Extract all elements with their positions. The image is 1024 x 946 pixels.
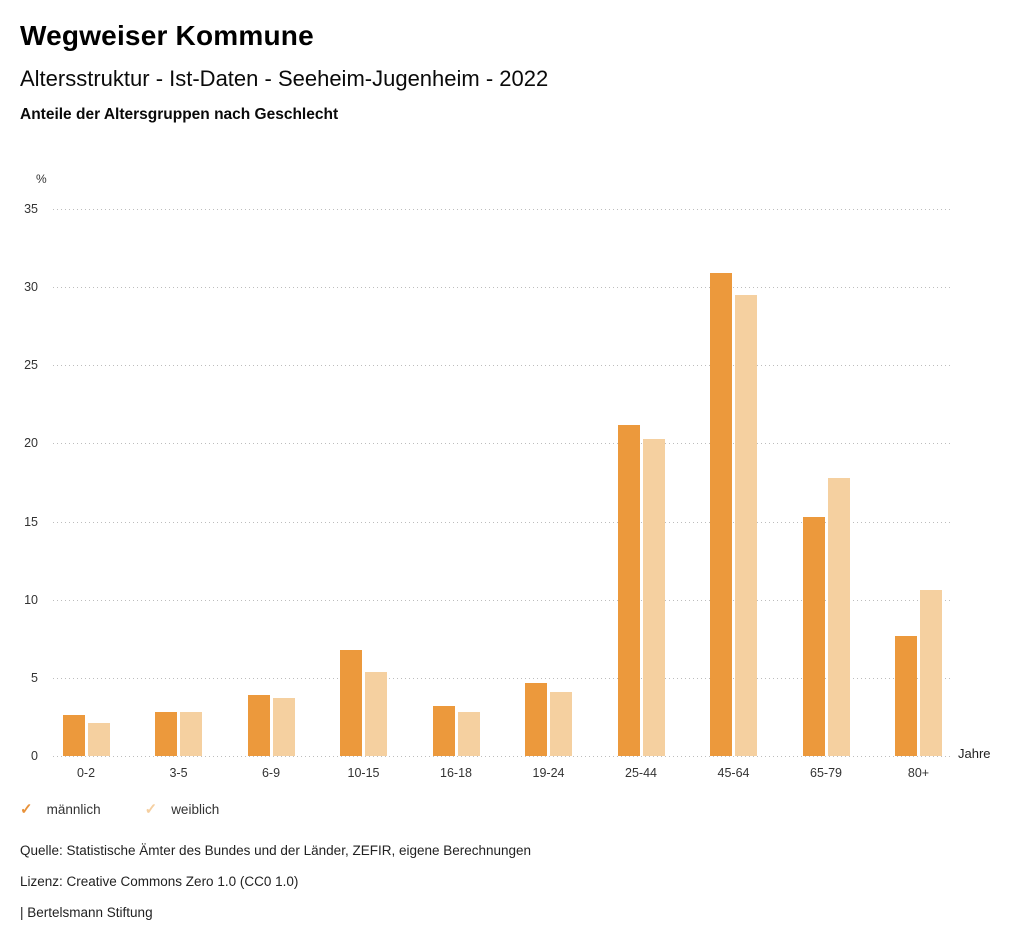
- legend-label-weiblich: weiblich: [171, 802, 220, 817]
- x-category-6-9: 6-9: [261, 766, 281, 780]
- y-axis-unit-label: %: [36, 172, 47, 186]
- y-tick-25: 25: [24, 358, 38, 373]
- page-title: Wegweiser Kommune: [20, 20, 314, 51]
- check-icon: ✓: [20, 801, 33, 818]
- chart-subtitle: Altersstruktur - Ist-Daten - Seeheim-Jug…: [20, 66, 549, 91]
- x-category-25-44: 25-44: [625, 766, 657, 780]
- bar-weiblich-6-9[interactable]: [272, 698, 295, 756]
- bar-weiblich-80+[interactable]: [920, 590, 942, 756]
- x-category-16-18: 16-18: [440, 766, 472, 780]
- gridline-35: [53, 209, 953, 210]
- y-tick-0: 0: [31, 749, 38, 763]
- gridline-10: [53, 599, 953, 601]
- bar-weiblich-19-24[interactable]: [550, 691, 572, 756]
- gridline-15: [53, 521, 953, 523]
- x-category-65-79: 65-79: [810, 766, 842, 780]
- gridline-30: [53, 287, 953, 289]
- bar-männlich-6-9[interactable]: [247, 695, 270, 756]
- bar-männlich-19-24[interactable]: [525, 682, 547, 756]
- bar-männlich-65-79[interactable]: [802, 516, 825, 756]
- legend-label-maennlich: männlich: [46, 802, 101, 817]
- bar-weiblich-65-79[interactable]: [827, 477, 850, 756]
- bar-männlich-45-64[interactable]: [710, 273, 732, 756]
- bar-weiblich-45-64[interactable]: [735, 294, 757, 756]
- bar-weiblich-10-15[interactable]: [365, 671, 387, 756]
- x-category-10-15: 10-15: [347, 766, 380, 780]
- license-text: Lizenz: Creative Commons Zero 1.0 (CC0 1…: [20, 874, 299, 889]
- attribution-text: | Bertelsmann Stiftung: [20, 905, 153, 920]
- gridline-5: [53, 677, 953, 679]
- x-category-0-2: 0-2: [76, 766, 96, 780]
- check-icon: ✓: [144, 801, 158, 818]
- gridline-25: [53, 365, 953, 367]
- bar-chart: % Jahre 0 5 10 15 20 25 30 35 0-2 3-5 6-9 10-15 16-1…: [24, 172, 991, 780]
- bar-männlich-80+[interactable]: [895, 635, 917, 756]
- x-category-80+: 80+: [907, 766, 930, 780]
- bar-weiblich-16-18[interactable]: [457, 712, 480, 756]
- bar-männlich-25-44[interactable]: [617, 424, 640, 756]
- y-tick-20: 20: [24, 436, 38, 451]
- x-axis-unit-label: Jahre: [958, 746, 991, 761]
- source-text: Quelle: Statistische Ämter des Bundes un…: [20, 843, 532, 858]
- y-tick-30: 30: [24, 280, 38, 295]
- legend-item-weiblich[interactable]: ✓ weiblich: [145, 802, 220, 817]
- x-category-3-5: 3-5: [169, 766, 188, 780]
- y-tick-5: 5: [31, 670, 38, 685]
- gridline-0: [53, 756, 953, 757]
- y-tick-10: 10: [24, 592, 38, 607]
- y-tick-35: 35: [24, 202, 38, 216]
- x-category-19-24: 19-24: [532, 766, 565, 780]
- bar-männlich-3-5[interactable]: [155, 712, 177, 756]
- legend-item-maennlich[interactable]: ✓ männlich: [20, 802, 101, 817]
- x-category-45-64: 45-64: [717, 766, 750, 780]
- bar-männlich-10-15[interactable]: [340, 649, 362, 756]
- bar-weiblich-0-2[interactable]: [87, 723, 110, 756]
- chart-legend: ✓ männlich ✓ weiblich: [20, 802, 263, 817]
- chart-heading: Anteile der Altersgruppen nach Geschlech…: [20, 106, 339, 123]
- gridline-20: [53, 443, 953, 445]
- y-tick-15: 15: [24, 514, 38, 529]
- bar-männlich-16-18[interactable]: [432, 705, 455, 756]
- bar-männlich-0-2[interactable]: [62, 715, 85, 756]
- bar-weiblich-3-5[interactable]: [180, 712, 202, 756]
- bar-weiblich-25-44[interactable]: [642, 438, 665, 756]
